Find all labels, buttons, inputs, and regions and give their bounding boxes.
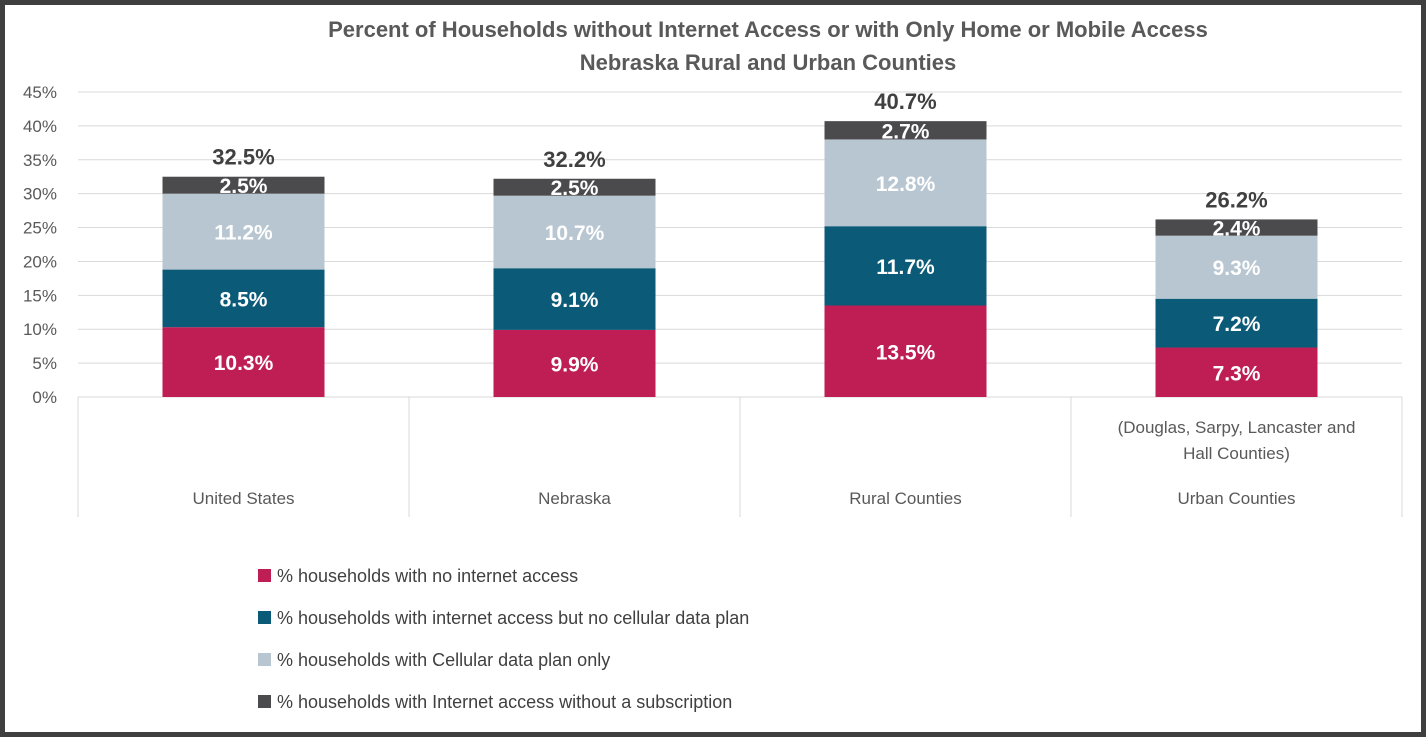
total-label: 26.2% — [1205, 187, 1267, 212]
data-label: 2.5% — [220, 175, 268, 198]
data-label: 7.3% — [1213, 362, 1261, 385]
data-label: 7.2% — [1213, 313, 1261, 336]
total-label: 32.5% — [212, 145, 274, 170]
y-tick-label: 15% — [23, 286, 57, 305]
legend-swatch — [258, 611, 271, 624]
legend: % households with no internet access % ho… — [258, 566, 749, 712]
data-label: 12.8% — [876, 173, 936, 196]
bar-segment — [1155, 219, 1318, 236]
legend-label: % households with internet access but no… — [277, 608, 749, 628]
bar-segment — [1155, 235, 1318, 299]
data-label: 2.4% — [1213, 218, 1261, 241]
y-tick-label: 10% — [23, 320, 57, 339]
data-label: 11.2% — [214, 222, 273, 245]
data-label: 10.7% — [545, 222, 605, 245]
x-tick-label: Urban Counties — [1177, 489, 1295, 508]
bar-segment — [162, 176, 325, 194]
bar-segment — [493, 329, 656, 397]
legend-swatch — [258, 653, 271, 666]
bar-segment — [1155, 298, 1318, 348]
legend-label: % households with no internet access — [277, 566, 578, 586]
y-tick-label: 0% — [32, 388, 57, 407]
legend-swatch — [258, 569, 271, 582]
x-tick-label: United States — [192, 489, 294, 508]
chart-title: Percent of Households without Internet A… — [328, 17, 1208, 42]
bar-segment — [162, 327, 325, 397]
y-tick-label: 45% — [23, 83, 57, 102]
bar-segment — [493, 268, 656, 330]
bar-segment — [493, 195, 656, 269]
data-label: 11.7% — [876, 256, 935, 279]
x-tick-label: Nebraska — [538, 489, 611, 508]
legend-label: % households with Internet access withou… — [277, 692, 732, 712]
data-label: 9.1% — [551, 289, 599, 312]
bar-segment — [1155, 347, 1318, 397]
bar-segment — [824, 121, 987, 140]
y-tick-label: 25% — [23, 219, 57, 238]
y-tick-label: 5% — [32, 354, 57, 373]
y-axis: 0% 5% 10% 15% 20% 25% 30% 35% 40% 45% — [23, 83, 57, 407]
legend-swatch — [258, 695, 271, 708]
legend-label: % households with Cellular data plan onl… — [277, 650, 610, 670]
category-note: (Douglas, Sarpy, Lancaster and Hall Count… — [1118, 418, 1356, 463]
bar-segment — [824, 139, 987, 227]
total-label: 40.7% — [874, 89, 936, 114]
data-label: 2.5% — [551, 177, 599, 200]
x-tick-label: Rural Counties — [849, 489, 961, 508]
y-tick-label: 20% — [23, 252, 57, 271]
bars: 10.3% 8.5% 11.2% 2.5% 32.5% 9.9% 9.1% 10.7% 2.5%… — [162, 89, 1318, 397]
bar-segment — [493, 178, 656, 196]
bar-segment — [824, 226, 987, 306]
y-tick-label: 35% — [23, 151, 57, 170]
data-label: 9.9% — [551, 353, 599, 376]
data-label: 10.3% — [214, 352, 274, 375]
data-label: 9.3% — [1213, 257, 1261, 280]
bar-segment — [824, 305, 987, 397]
data-label: 8.5% — [220, 288, 268, 311]
total-label: 32.2% — [543, 147, 605, 172]
data-label: 2.7% — [882, 120, 930, 143]
x-category-axis: United States Nebraska Rural Counties Urban… — [77, 397, 1403, 517]
chart-subtitle: Nebraska Rural and Urban Counties — [580, 50, 957, 75]
bar-segment — [162, 193, 325, 270]
y-tick-label: 30% — [23, 185, 57, 204]
y-tick-label: 40% — [23, 117, 57, 136]
data-label: 13.5% — [876, 341, 936, 364]
bar-segment — [162, 269, 325, 328]
